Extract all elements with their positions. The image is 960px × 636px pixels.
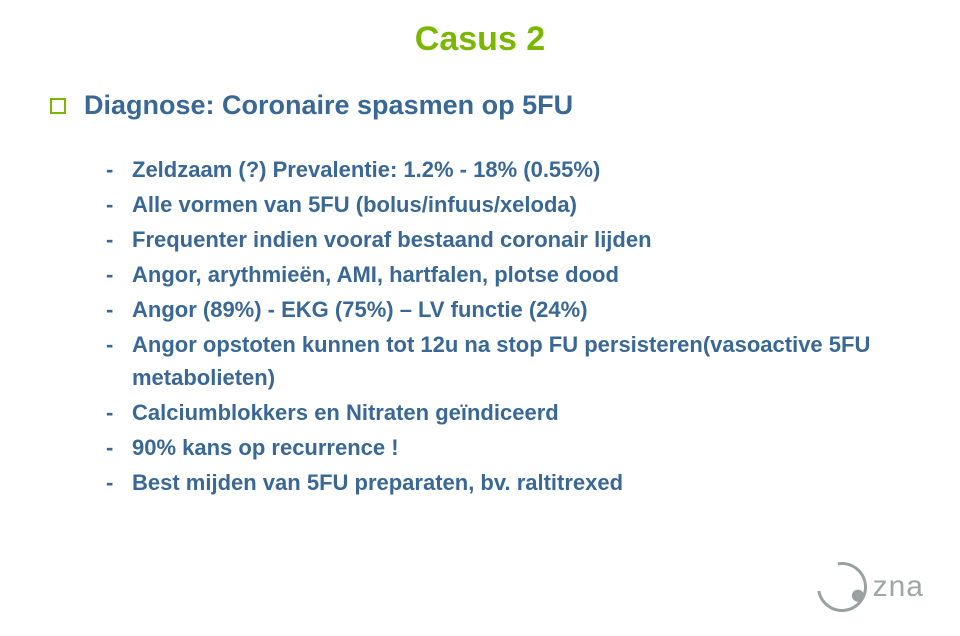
headline-text: Diagnose: Coronaire spasmen op 5FU (84, 89, 573, 123)
list-item: Zeldzaam (?) Prevalentie: 1.2% - 18% (0.… (106, 153, 910, 186)
list-item: Alle vormen van 5FU (bolus/infuus/xeloda… (106, 188, 910, 221)
slide: Casus 2 Diagnose: Coronaire spasmen op 5… (0, 0, 960, 636)
list-item: Best mijden van 5FU preparaten, bv. ralt… (106, 466, 910, 499)
list-item: Calciumblokkers en Nitraten geïndiceerd (106, 396, 910, 429)
zna-logo: zna (817, 562, 924, 612)
sub-bullet-list: Zeldzaam (?) Prevalentie: 1.2% - 18% (0.… (106, 153, 910, 499)
headline-bullet: Diagnose: Coronaire spasmen op 5FU (50, 89, 910, 123)
slide-title: Casus 2 (50, 20, 910, 59)
list-item: 90% kans op recurrence ! (106, 431, 910, 464)
square-bullet-icon (50, 98, 66, 114)
list-item: Angor opstoten kunnen tot 12u na stop FU… (106, 328, 910, 394)
list-item: Frequenter indien vooraf bestaand corona… (106, 223, 910, 256)
list-item: Angor (89%) - EKG (75%) – LV functie (24… (106, 293, 910, 326)
list-item: Angor, arythmieën, AMI, hartfalen, plots… (106, 258, 910, 291)
swirl-icon (807, 552, 877, 622)
logo-text: zna (873, 570, 924, 604)
